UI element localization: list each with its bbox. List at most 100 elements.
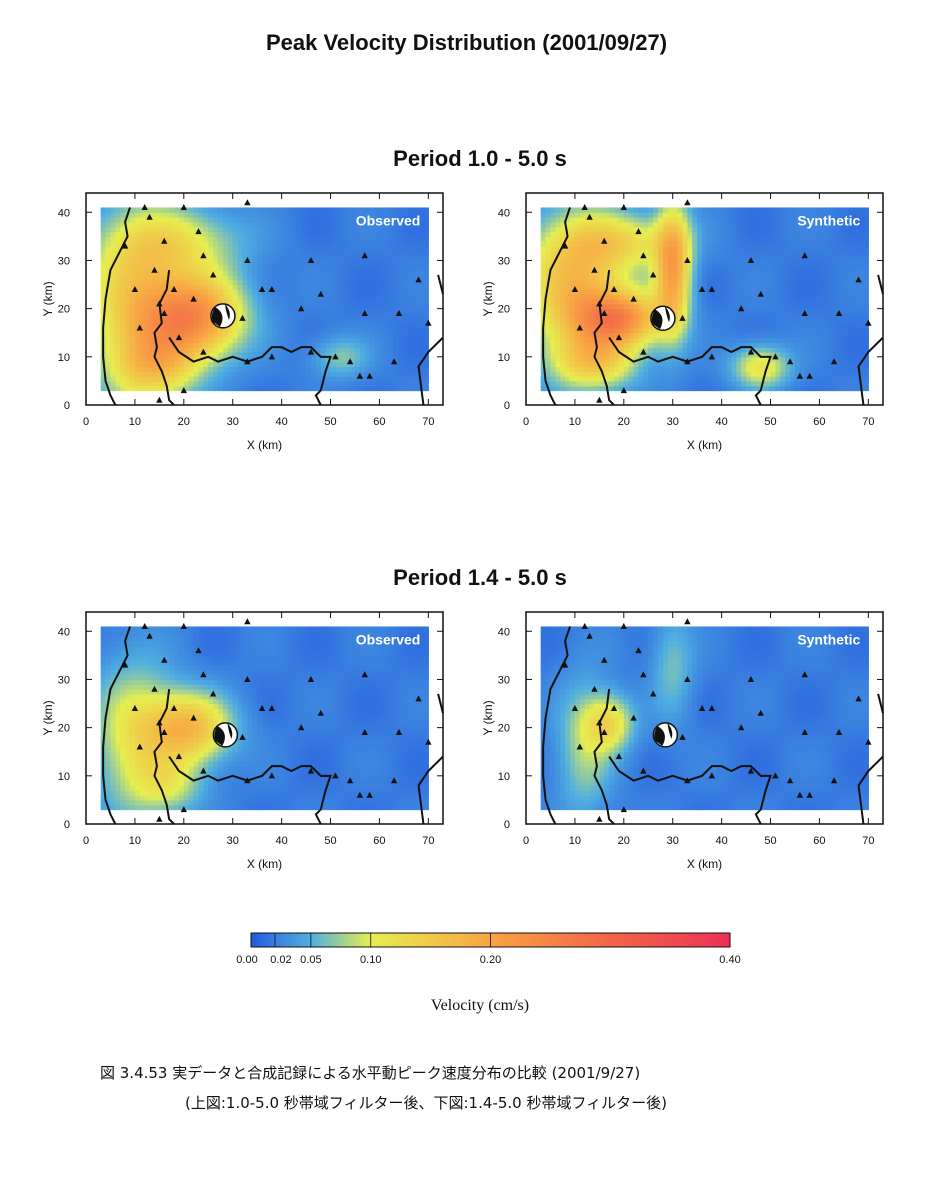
heat-cell	[540, 308, 547, 315]
heat-cell	[139, 260, 146, 266]
heat-cell	[716, 212, 723, 218]
heat-cell	[638, 327, 644, 334]
heat-cell	[594, 352, 600, 358]
heat-cell	[379, 342, 385, 348]
heat-cell	[134, 255, 141, 262]
heat-cell	[266, 332, 273, 339]
heat-cell	[814, 217, 821, 223]
heat-cell	[780, 294, 786, 300]
heat-cell	[706, 270, 713, 276]
heat-cell	[589, 356, 596, 363]
heat-cell	[829, 380, 835, 387]
heat-cell	[706, 327, 713, 334]
heat-cell	[325, 274, 332, 281]
heat-cell	[809, 376, 816, 382]
heat-cell	[286, 250, 292, 257]
heat-cell	[164, 356, 170, 363]
heat-cell	[354, 318, 361, 324]
heat-cell	[330, 246, 337, 252]
heat-cell	[330, 289, 337, 295]
heat-cell	[721, 380, 728, 387]
heat-cell	[242, 327, 248, 334]
heat-cell	[183, 385, 190, 392]
heat-cell	[614, 294, 620, 300]
heat-cell	[702, 255, 708, 262]
heat-cell	[369, 207, 376, 213]
heat-cell	[579, 347, 586, 353]
heat-cell	[315, 376, 322, 382]
heat-cell	[746, 226, 752, 233]
heat-cell	[247, 270, 253, 276]
heat-cell	[609, 313, 615, 319]
heat-cell	[262, 356, 268, 363]
heat-cell	[369, 274, 376, 281]
heat-cell	[281, 289, 288, 295]
heat-cell	[130, 347, 136, 353]
heat-cell	[310, 274, 317, 281]
heat-cell	[252, 217, 258, 223]
heat-cell	[301, 361, 307, 368]
heat-cell	[731, 327, 737, 334]
heat-cell	[809, 327, 816, 334]
heat-cell	[222, 255, 229, 262]
heat-cell	[794, 274, 801, 281]
heat-cell	[574, 246, 581, 252]
heat-cell	[667, 361, 674, 368]
heat-cell	[198, 308, 204, 315]
heat-cell	[418, 231, 425, 237]
heat-cell	[677, 361, 684, 368]
heat-cell	[213, 327, 219, 334]
heat-cell	[379, 380, 385, 387]
heat-cell	[623, 212, 630, 218]
heat-cell	[369, 327, 376, 334]
heat-cell	[545, 212, 552, 218]
heat-cell	[775, 342, 781, 348]
heat-cell	[364, 255, 371, 262]
heat-cell	[638, 274, 644, 281]
heat-cell	[130, 279, 136, 286]
heat-cell	[799, 241, 806, 247]
heat-cell	[100, 376, 107, 382]
heat-cell	[310, 284, 317, 290]
heat-cell	[653, 226, 659, 233]
heat-cell	[413, 327, 420, 334]
heat-cell	[741, 279, 747, 286]
heat-cell	[785, 303, 791, 310]
heat-cell	[379, 303, 385, 310]
heat-cell	[188, 250, 195, 257]
heat-cell	[174, 246, 180, 252]
heat-cell	[100, 241, 107, 247]
heat-cell	[325, 207, 332, 213]
heat-cell	[359, 226, 366, 233]
heat-cell	[824, 212, 830, 218]
heat-cell	[814, 279, 821, 286]
heat-cell	[398, 361, 405, 368]
heat-cell	[286, 255, 292, 262]
heat-cell	[252, 284, 258, 290]
heat-cell	[403, 274, 410, 281]
heat-cell	[364, 279, 371, 286]
heat-cell	[618, 294, 625, 300]
heat-cell	[130, 236, 136, 242]
heat-cell	[628, 318, 635, 324]
heat-cell	[829, 217, 835, 223]
heat-cell	[623, 303, 630, 310]
heat-cell	[682, 221, 688, 228]
heat-cell	[183, 308, 190, 315]
heat-cell	[584, 231, 591, 237]
heat-cell	[237, 260, 244, 266]
heat-cell	[291, 284, 297, 290]
heat-cell	[570, 352, 576, 358]
heat-cell	[579, 289, 586, 295]
heat-cell	[193, 284, 200, 290]
heat-cell	[379, 231, 385, 237]
heat-cell	[667, 207, 674, 213]
heat-cell	[169, 385, 175, 392]
heat-cell	[213, 337, 219, 343]
heat-cell	[159, 284, 165, 290]
heat-cell	[648, 294, 654, 300]
heat-cell	[379, 327, 385, 334]
heat-cell	[262, 318, 268, 324]
heat-cell	[130, 260, 136, 266]
heat-cell	[374, 327, 381, 334]
